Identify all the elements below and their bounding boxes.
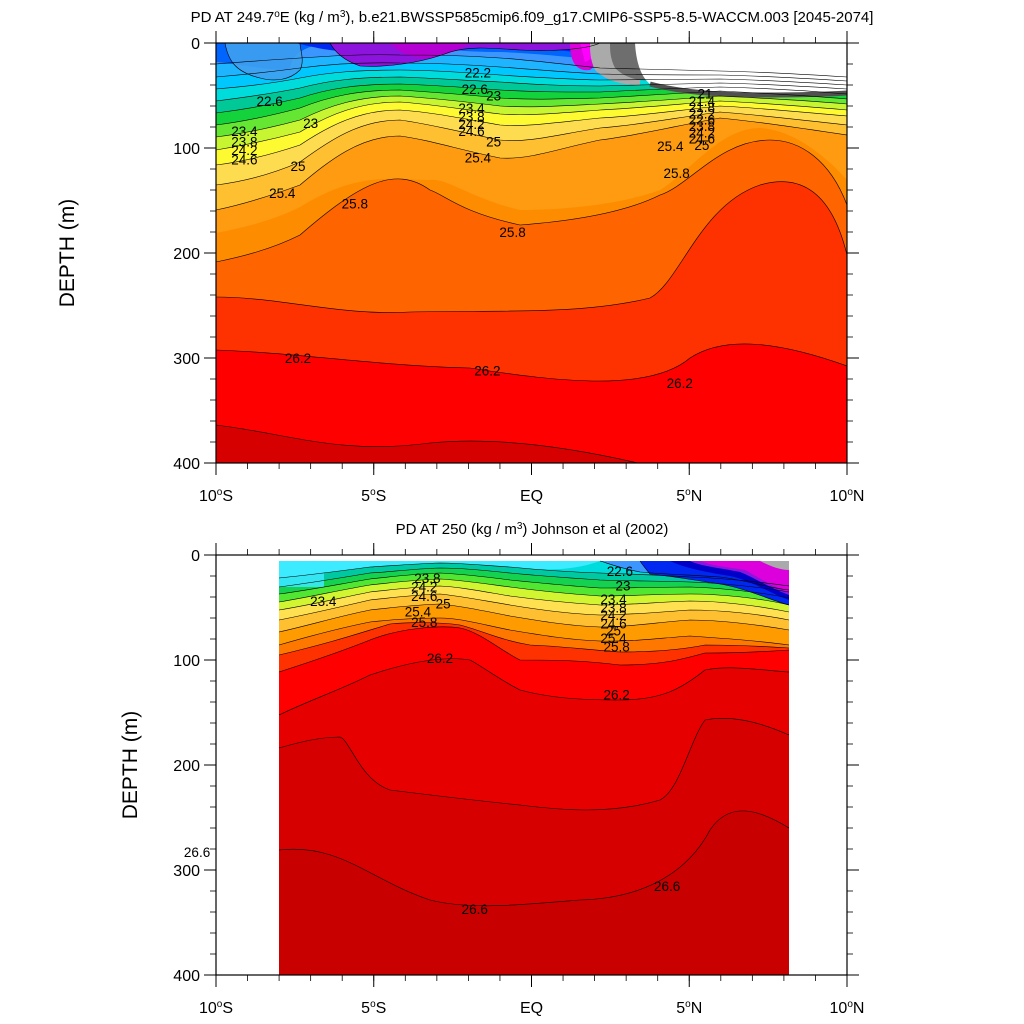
top-y-axis-label: DEPTH (m) <box>56 199 79 308</box>
bottom-y-tick-label: 200 <box>173 758 200 775</box>
bottom-contour-label: 26.6 <box>654 879 680 894</box>
top-contour-label: 23.8 <box>458 110 484 125</box>
bottom-contour-label: 24.2 <box>411 580 437 595</box>
top-contour-label: 22.6 <box>689 113 715 128</box>
bottom-contour-label: 25 <box>436 596 451 611</box>
bottom-x-tick-label: 10oN <box>830 999 865 1017</box>
top-contour-label: 25.4 <box>657 139 684 154</box>
top-contour-label: 21.4 <box>689 94 716 109</box>
top-contour-labels: 22.222.62322.62323.423.824.224.623.423.8… <box>231 65 715 391</box>
top-contour-label: 22.6 <box>462 82 488 97</box>
bottom-contour-label: 23.4 <box>600 592 627 607</box>
top-contour-label: 25.8 <box>499 225 525 240</box>
bottom-chart-title: PD AT 250 (kg / m3) Johnson et al (2002) <box>396 521 669 538</box>
bottom-contour-label: 23.8 <box>600 601 626 616</box>
bottom-contour-label: 25.4 <box>405 605 432 620</box>
top-contour-label: 22.2 <box>465 65 491 80</box>
bottom-x-tick-label: 5oN <box>676 999 702 1017</box>
top-contour-label: 24.6 <box>231 153 257 168</box>
bottom-contour-label: 23.4 <box>310 594 337 609</box>
top-y-tick-label: 100 <box>173 141 200 158</box>
bottom-contour-label: 26.6 <box>462 902 488 917</box>
top-contour-label: 23.8 <box>231 135 257 150</box>
top-contour-label: 26.2 <box>667 376 693 391</box>
bottom-contour-label: 25.8 <box>411 615 437 630</box>
top-contour-label: 21.8 <box>689 100 715 115</box>
top-x-tick-label: 10oS <box>199 487 233 505</box>
top-contour-label: 24.2 <box>231 143 257 158</box>
bottom-x-tick-label: EQ <box>520 1000 543 1017</box>
top-contour-label: 25.8 <box>342 197 368 212</box>
top-plot-field <box>216 43 847 463</box>
bottom-x-tick-label: 5oS <box>361 999 386 1017</box>
bottom-y-tick-label: 100 <box>173 653 200 670</box>
top-x-tick-label: EQ <box>520 488 543 505</box>
bottom-contour-label: 25 <box>606 624 621 639</box>
top-contour-label: 23.8 <box>689 119 715 134</box>
top-contour-label: 22.6 <box>256 94 282 109</box>
bottom-contour-label: 23.8 <box>414 571 440 586</box>
bottom-axis-ticks: 0 100 200 300 400 10oS 5oS EQ 5oN 10oN <box>173 543 864 1017</box>
top-chart-title: PD AT 249.7oE (kg / m3), b.e21.BWSSP585c… <box>191 9 874 26</box>
bottom-contour-label: 25.8 <box>604 639 630 654</box>
top-contour-label: 23.4 <box>231 124 258 139</box>
bottom-contour-label: 26.2 <box>604 688 630 703</box>
top-contour-label: 26.2 <box>474 364 500 379</box>
bottom-contour-label: 24.6 <box>411 589 437 604</box>
top-contour-label: 24.2 <box>458 117 484 132</box>
top-contour-label: 21 <box>698 86 713 101</box>
bottom-contour-labels: 23.423.824.224.62525.425.826.222.62323.4… <box>184 564 680 917</box>
top-y-tick-label: 400 <box>173 456 200 473</box>
bottom-y-tick-label: 0 <box>191 548 200 565</box>
bottom-y-tick-label: 300 <box>173 863 200 880</box>
top-contour-label: 25 <box>486 135 501 150</box>
top-contour-label: 23.4 <box>458 101 485 116</box>
top-contour-label: 25 <box>694 138 709 153</box>
top-y-tick-label: 200 <box>173 246 200 263</box>
top-y-tick-label: 0 <box>191 36 200 53</box>
top-x-tick-label: 5oN <box>676 487 702 505</box>
top-contour-label: 24.6 <box>689 132 715 147</box>
top-contour-label: 25.8 <box>663 166 689 181</box>
top-contour-label: 24.2 <box>689 125 715 140</box>
bottom-contour-label: 26.6 <box>184 845 210 860</box>
top-contour-label: 23 <box>486 89 501 104</box>
bottom-x-tick-label: 10oS <box>199 999 233 1017</box>
top-contour-label: 26.2 <box>285 351 311 366</box>
top-contour-label: 22.2 <box>689 106 715 121</box>
top-contour-label: 23 <box>303 116 318 131</box>
top-x-tick-label: 10oN <box>830 487 865 505</box>
bottom-contour-label: 26.2 <box>427 651 453 666</box>
bottom-plot-field <box>216 555 847 975</box>
top-axis-ticks: 0 100 200 300 400 10oS 5oS EQ 5oN 10oN <box>173 31 864 505</box>
top-contour-label: 25 <box>291 159 306 174</box>
top-y-tick-label: 300 <box>173 351 200 368</box>
bottom-y-tick-label: 400 <box>173 968 200 985</box>
bottom-contour-label: 23 <box>615 578 630 593</box>
top-contour-label: 25.4 <box>269 186 296 201</box>
bottom-contour-label: 22.6 <box>607 564 633 579</box>
bottom-contour-label: 25.4 <box>600 631 627 646</box>
top-x-tick-label: 5oS <box>361 487 386 505</box>
top-contour-label: 24.6 <box>458 124 484 139</box>
bottom-y-axis-label: DEPTH (m) <box>119 711 142 820</box>
bottom-contour-label: 24.2 <box>600 608 626 623</box>
bottom-contour-label: 24.6 <box>600 616 626 631</box>
top-contour-label: 25.4 <box>465 150 492 165</box>
